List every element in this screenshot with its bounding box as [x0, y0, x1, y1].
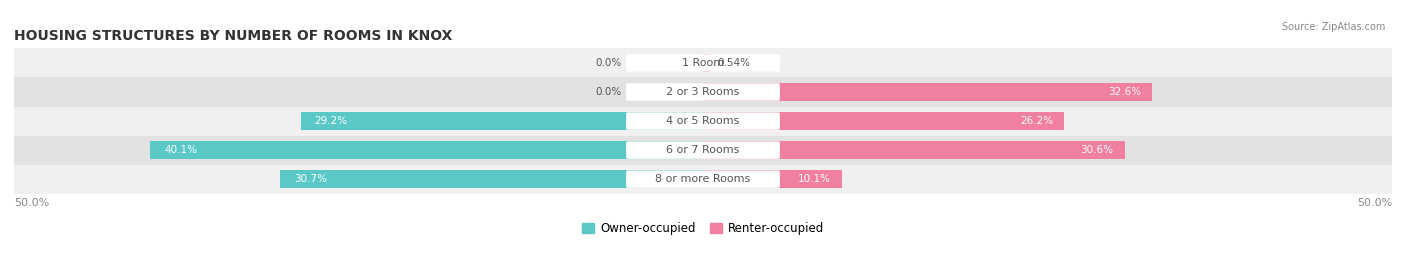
Bar — [301, 112, 703, 130]
Bar — [14, 136, 1392, 165]
Text: 10.1%: 10.1% — [799, 174, 831, 184]
Text: 30.6%: 30.6% — [1081, 145, 1114, 155]
Text: 32.6%: 32.6% — [1108, 87, 1142, 97]
Text: 2 or 3 Rooms: 2 or 3 Rooms — [666, 87, 740, 97]
Text: 8 or more Rooms: 8 or more Rooms — [655, 174, 751, 184]
FancyBboxPatch shape — [626, 54, 780, 72]
Text: 29.2%: 29.2% — [315, 116, 347, 126]
FancyBboxPatch shape — [626, 171, 780, 188]
Text: 6 or 7 Rooms: 6 or 7 Rooms — [666, 145, 740, 155]
Text: 50.0%: 50.0% — [14, 198, 49, 208]
Bar — [703, 54, 710, 72]
FancyBboxPatch shape — [626, 83, 780, 101]
Bar — [703, 83, 1152, 101]
Bar — [14, 48, 1392, 77]
Bar — [150, 141, 703, 159]
Bar — [703, 112, 1064, 130]
Bar — [14, 107, 1392, 136]
Bar — [703, 141, 1125, 159]
Text: Source: ZipAtlas.com: Source: ZipAtlas.com — [1281, 22, 1385, 31]
Text: 1 Room: 1 Room — [682, 58, 724, 68]
Text: 0.54%: 0.54% — [717, 58, 751, 68]
Bar — [14, 77, 1392, 107]
Text: HOUSING STRUCTURES BY NUMBER OF ROOMS IN KNOX: HOUSING STRUCTURES BY NUMBER OF ROOMS IN… — [14, 29, 453, 43]
Text: 50.0%: 50.0% — [1357, 198, 1392, 208]
Text: 40.1%: 40.1% — [165, 145, 197, 155]
Bar — [280, 170, 703, 188]
Text: 0.0%: 0.0% — [596, 58, 621, 68]
Bar — [14, 165, 1392, 194]
Legend: Owner-occupied, Renter-occupied: Owner-occupied, Renter-occupied — [578, 217, 828, 239]
Bar — [703, 170, 842, 188]
FancyBboxPatch shape — [626, 112, 780, 130]
Text: 26.2%: 26.2% — [1019, 116, 1053, 126]
Text: 30.7%: 30.7% — [294, 174, 326, 184]
FancyBboxPatch shape — [626, 141, 780, 159]
Text: 4 or 5 Rooms: 4 or 5 Rooms — [666, 116, 740, 126]
Text: 0.0%: 0.0% — [596, 87, 621, 97]
